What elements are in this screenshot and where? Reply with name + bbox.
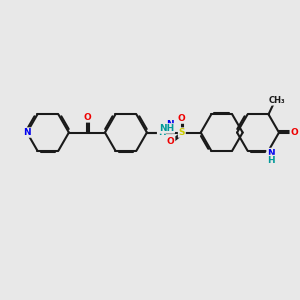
Text: S: S xyxy=(178,128,185,137)
Text: O: O xyxy=(83,113,91,122)
Text: N: N xyxy=(23,128,31,137)
Text: CH₃: CH₃ xyxy=(269,96,286,105)
Text: H: H xyxy=(158,128,165,137)
Text: O: O xyxy=(290,128,298,137)
Text: O: O xyxy=(167,137,175,146)
Text: N: N xyxy=(167,120,174,129)
Text: O: O xyxy=(178,114,186,123)
Text: H: H xyxy=(267,155,275,164)
Text: N: N xyxy=(267,148,275,158)
Text: NH: NH xyxy=(159,124,174,133)
